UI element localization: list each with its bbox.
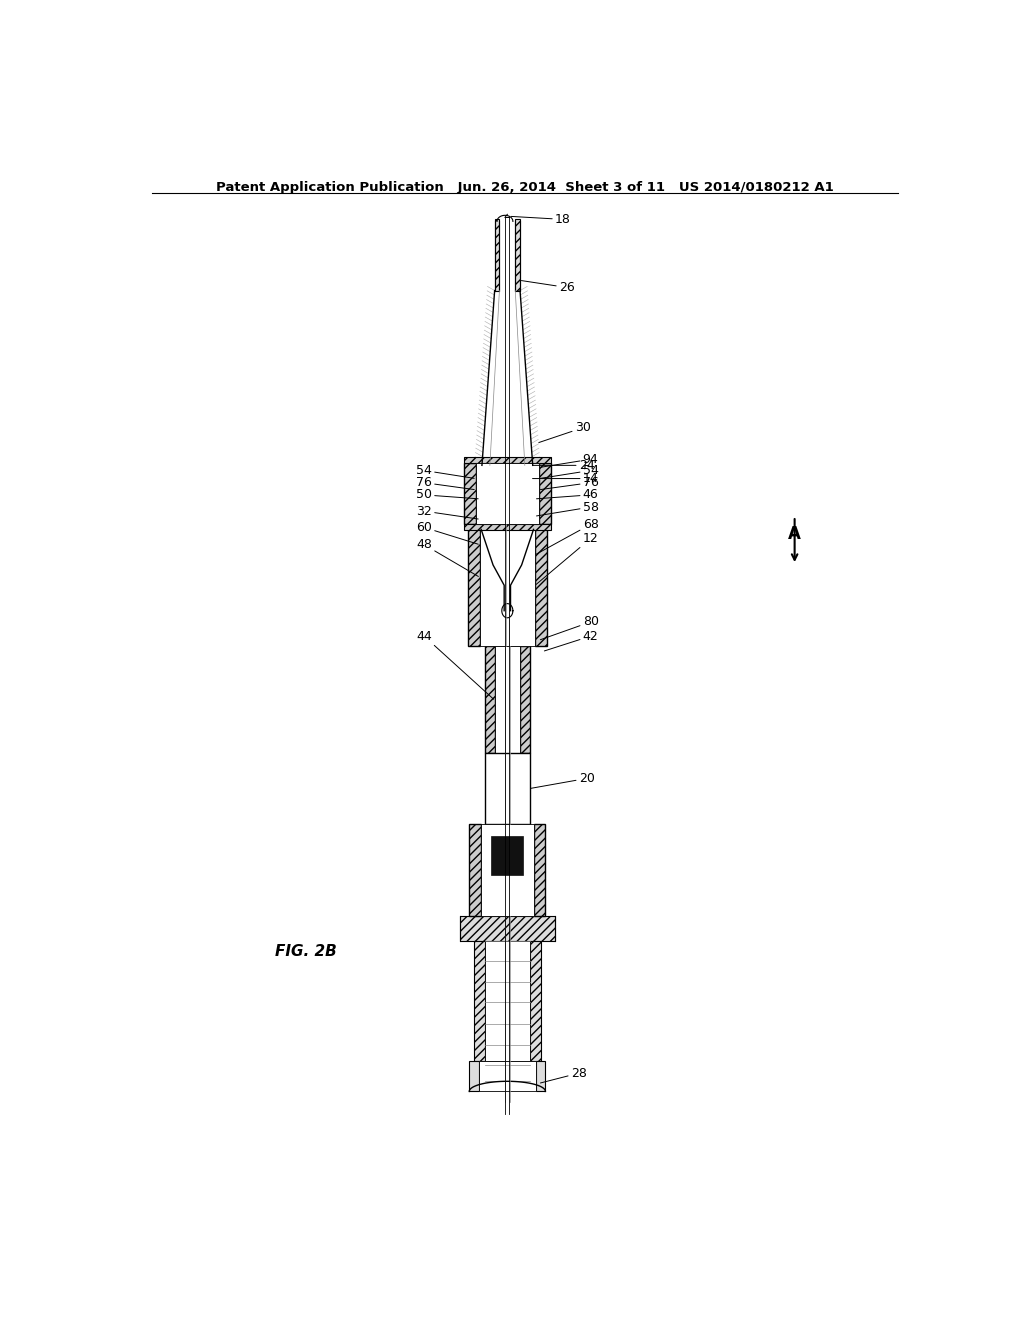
Text: FIG. 2B: FIG. 2B [274,944,337,958]
Text: 60: 60 [416,521,478,544]
Bar [534,824,546,916]
Bar [469,1061,479,1092]
Text: 58: 58 [537,500,599,516]
Bar [495,647,520,752]
Bar [520,647,529,752]
Text: 54: 54 [541,463,599,478]
Text: 94: 94 [542,453,598,467]
Text: 48: 48 [416,539,478,577]
Bar [515,219,520,290]
Text: 50: 50 [416,488,478,502]
Bar [475,463,539,524]
Bar [464,524,551,531]
Bar [481,824,534,916]
Text: 42: 42 [545,630,598,651]
Bar [485,647,495,752]
Text: 54: 54 [416,463,474,478]
Text: 76: 76 [416,477,474,490]
Text: 18: 18 [511,213,570,226]
Text: 32: 32 [416,504,478,519]
Text: 80: 80 [541,615,599,640]
Bar [539,463,551,524]
Text: 24: 24 [532,459,595,471]
Bar [495,219,500,290]
Bar [485,941,529,1061]
Text: 30: 30 [539,421,591,442]
Text: 44: 44 [416,630,494,700]
Bar [474,941,485,1061]
Text: A: A [788,525,801,544]
Text: 46: 46 [537,488,598,502]
Text: 28: 28 [541,1067,587,1082]
Bar [479,1061,536,1092]
Bar [469,824,481,916]
Bar [492,837,523,875]
Text: 14: 14 [532,473,598,484]
Bar [536,524,547,647]
Bar [529,941,541,1061]
Text: 12: 12 [537,532,598,585]
Bar [464,463,475,524]
Text: Patent Application Publication   Jun. 26, 2014  Sheet 3 of 11   US 2014/0180212 : Patent Application Publication Jun. 26, … [216,181,834,194]
Bar [479,524,536,647]
Bar [464,457,551,463]
Bar [485,752,529,824]
Text: 26: 26 [521,281,574,294]
Bar [468,524,479,647]
Bar [460,916,555,941]
Text: 20: 20 [530,772,595,788]
Text: 68: 68 [537,517,599,554]
Text: 76: 76 [541,477,599,490]
Bar [536,1061,546,1092]
